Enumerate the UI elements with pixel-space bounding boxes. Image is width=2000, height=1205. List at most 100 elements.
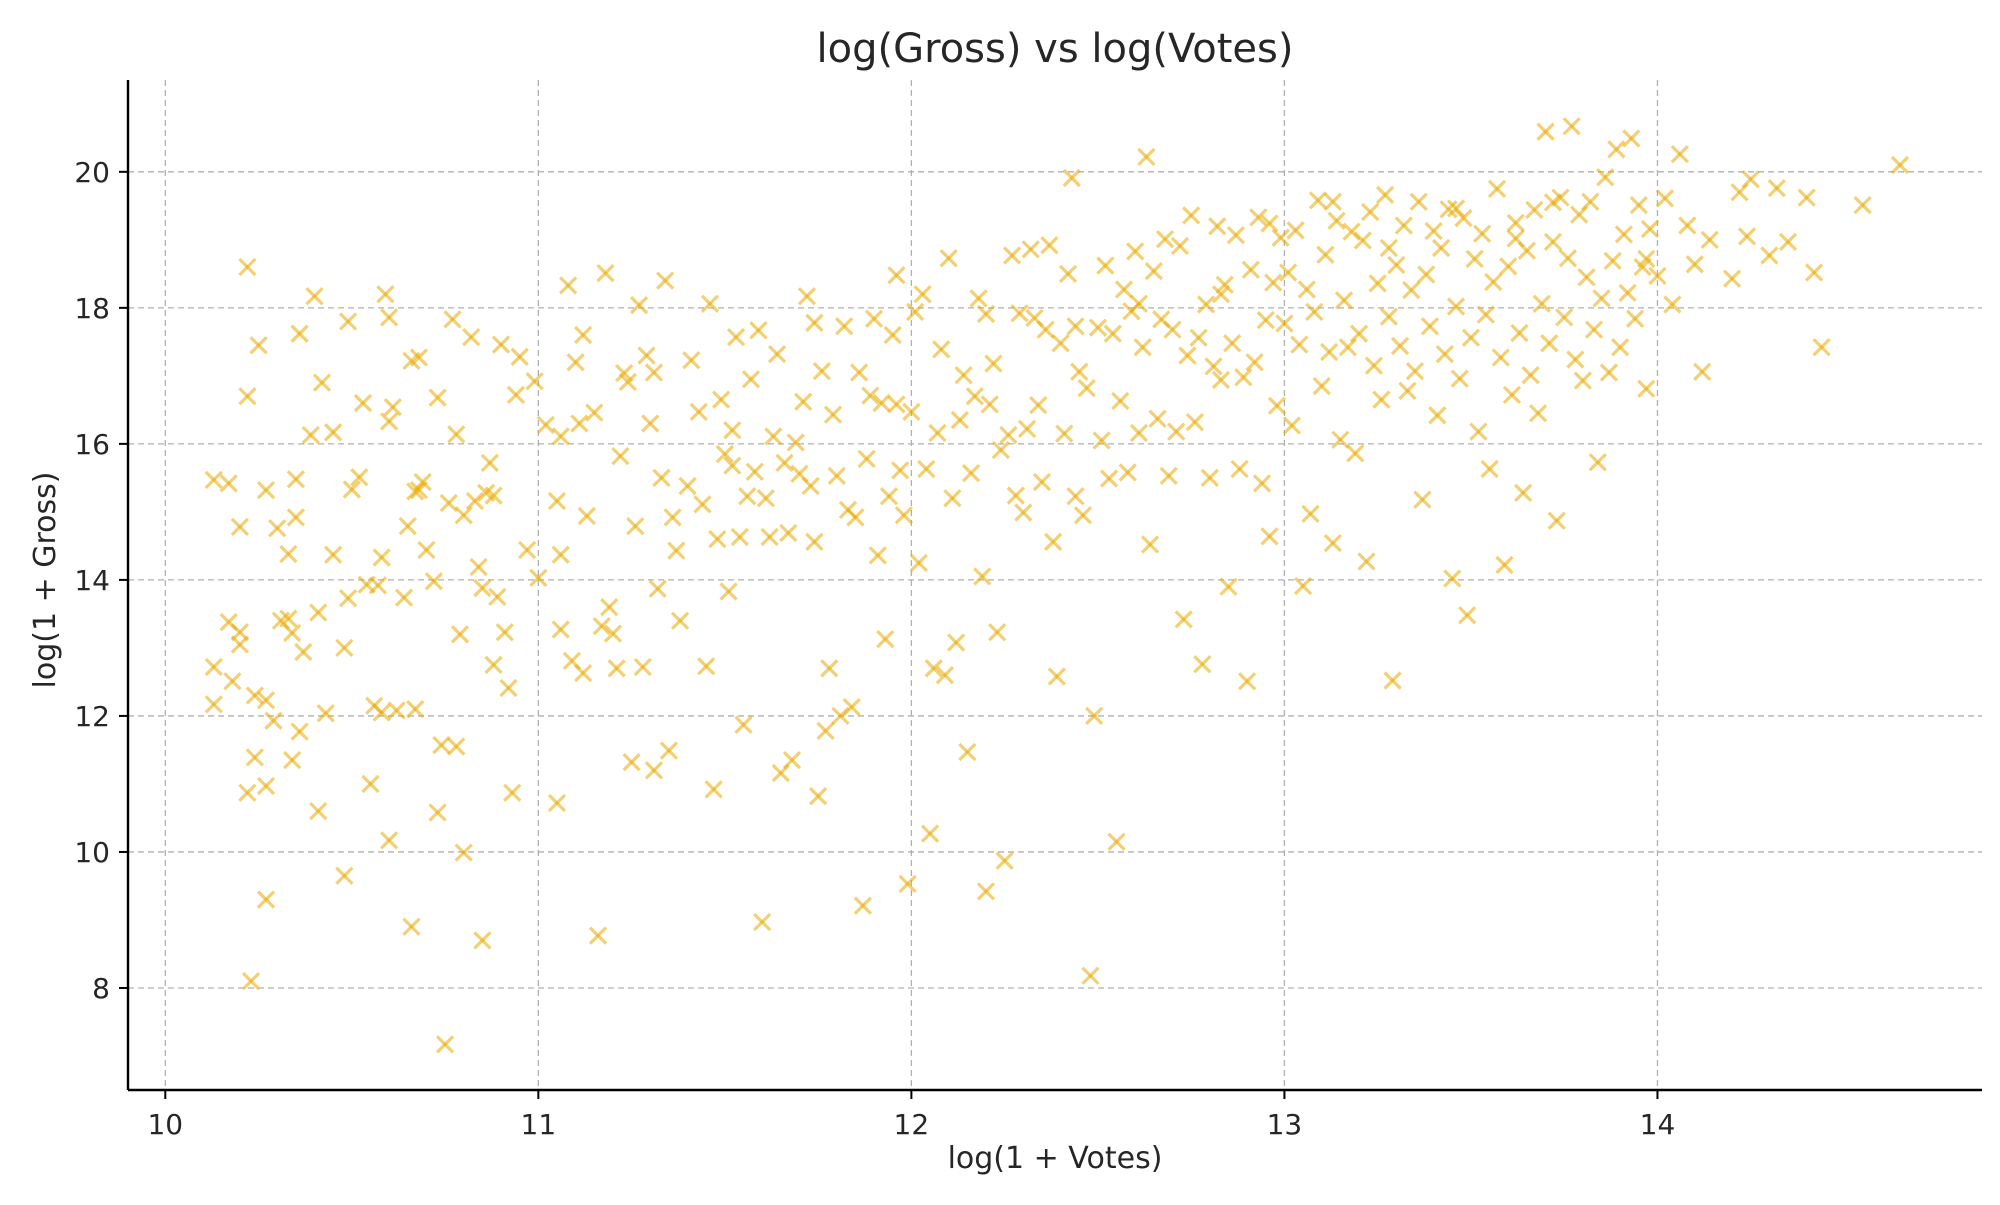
scatter-point <box>805 532 824 551</box>
scatter-point <box>1293 576 1313 596</box>
scatter-point <box>947 633 966 652</box>
scatter-point <box>301 425 320 445</box>
scatter-point <box>641 414 660 433</box>
scatter-point <box>1890 155 1910 175</box>
scatter-point <box>1525 200 1544 220</box>
scatter-point <box>734 715 753 734</box>
scatter-point <box>1376 185 1395 205</box>
scatter-point <box>1230 459 1249 479</box>
scatter-point <box>588 926 608 945</box>
scatter-point <box>570 414 589 433</box>
scatter-point <box>1081 966 1100 985</box>
scatter-point <box>1211 370 1231 390</box>
scatter-point <box>637 346 656 365</box>
scatter-point <box>932 340 951 359</box>
scatter-point <box>256 890 276 909</box>
y-tick-label: 18 <box>74 292 110 325</box>
scatter-point <box>1140 535 1160 554</box>
scatter-point <box>1159 466 1178 485</box>
scatter-point <box>1678 216 1697 235</box>
scatter-point <box>607 659 626 678</box>
scatter-point <box>1480 459 1499 479</box>
scatter-point <box>1114 280 1134 299</box>
scatter-point <box>1014 503 1033 522</box>
scatter-point <box>585 403 604 422</box>
scatter-point <box>309 603 328 622</box>
scatter-point <box>917 459 936 479</box>
scatter-point <box>335 638 354 658</box>
scatter-point <box>1640 219 1660 239</box>
scatter-point <box>256 691 276 710</box>
scatter-point <box>1085 706 1104 726</box>
scatter-point <box>447 425 466 444</box>
scatter-point <box>1805 263 1824 282</box>
scatter-point <box>1424 221 1443 241</box>
scatter-point <box>1323 534 1343 553</box>
scatter-point <box>1029 395 1048 415</box>
scatter-point <box>1465 249 1484 269</box>
scatter-point <box>902 402 921 422</box>
scatter-point <box>782 751 802 770</box>
scatter-point <box>454 843 473 862</box>
scatter-point <box>1767 179 1786 198</box>
scatter-point <box>1618 283 1637 303</box>
scatter-point <box>1443 569 1462 588</box>
scatter-point <box>566 353 585 372</box>
scatter-point <box>559 276 578 295</box>
scatter-point <box>1040 236 1059 255</box>
scatter-point <box>678 476 697 496</box>
scatter-point <box>943 489 962 508</box>
scatter-point <box>383 398 402 417</box>
x-tick-label: 14 <box>1640 1108 1676 1141</box>
scatter-point <box>596 264 615 283</box>
scatter-point <box>764 427 783 446</box>
scatter-point <box>1402 281 1421 300</box>
scatter-point <box>1133 338 1152 357</box>
scatter-point <box>775 453 794 473</box>
scatter-point <box>1021 240 1040 259</box>
scatter-point <box>1271 228 1290 247</box>
scatter-point <box>988 623 1007 642</box>
scatter-point <box>1387 255 1406 275</box>
scatter-point <box>573 325 593 345</box>
scatter-point <box>1693 362 1712 381</box>
scatter-point <box>835 317 854 336</box>
scatter-point <box>1267 396 1287 415</box>
scatter-point <box>547 793 567 813</box>
scatter-point <box>338 589 358 608</box>
scatter-point <box>1607 140 1626 159</box>
scatter-point <box>1648 266 1667 286</box>
scatter-point <box>372 548 391 567</box>
scatter-point <box>1361 202 1380 222</box>
scatter-point <box>1461 328 1481 347</box>
scatter-point <box>920 824 940 843</box>
scatter-point <box>1435 344 1454 364</box>
scatter-point <box>547 491 567 511</box>
scatter-point <box>850 363 869 382</box>
scatter-point <box>756 489 776 508</box>
scatter-point <box>1249 208 1268 227</box>
scatter-point <box>723 421 742 440</box>
scatter-point <box>611 446 630 466</box>
scatter-point <box>1241 260 1260 279</box>
scatter-point <box>398 517 417 536</box>
scatter-point <box>1760 246 1779 265</box>
scatter-point <box>1129 423 1149 443</box>
scatter-point <box>290 324 309 343</box>
scatter-point <box>1409 192 1428 211</box>
x-tick-label: 13 <box>1267 1108 1303 1141</box>
scatter-point <box>1562 117 1581 136</box>
scatter-point <box>1502 385 1522 405</box>
scatter-point <box>1275 314 1294 333</box>
scatter-point <box>723 456 742 475</box>
scatter-point <box>1420 317 1440 336</box>
scatter-point <box>726 327 746 347</box>
scatter-point <box>1226 225 1246 245</box>
scatter-point <box>1099 469 1119 488</box>
scatter-point <box>268 519 287 538</box>
scatter-point <box>1514 483 1533 502</box>
scatter-point <box>1663 295 1682 314</box>
scatter-point <box>1301 504 1320 524</box>
scatter-point <box>622 753 641 772</box>
scatter-point <box>853 896 873 915</box>
